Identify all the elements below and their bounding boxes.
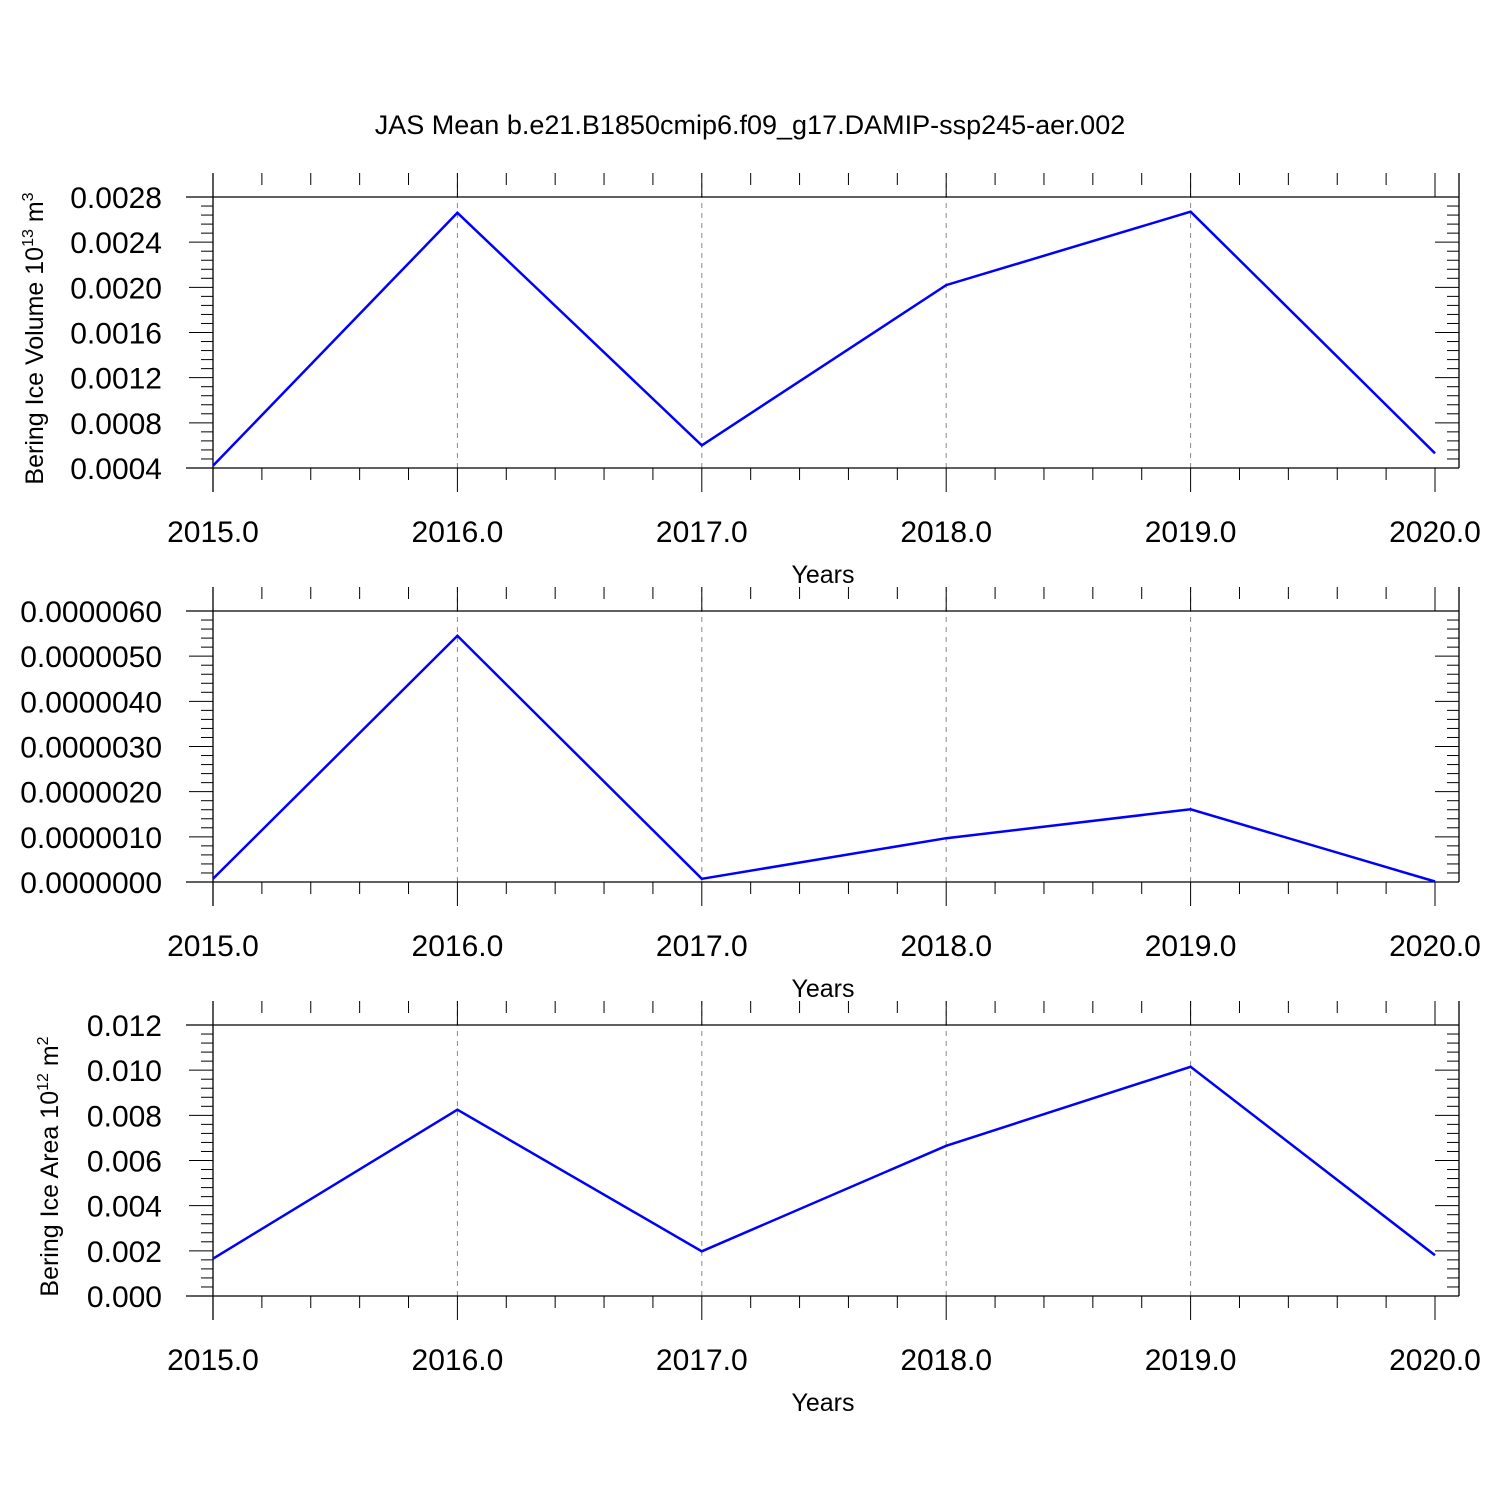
chart-panel-1: 2015.0 2016.0 2017.0 2018.0 2019.0 2020.0 0.00… — [20, 173, 1481, 589]
y-axis-label-superscript: 12 — [35, 1073, 52, 1091]
x-tick-label: 2016.0 — [412, 930, 504, 963]
y-tick-label: 0.0024 — [70, 227, 162, 260]
y-tick-label: 0.0000030 — [20, 732, 162, 765]
y-tick-label: 0.0016 — [70, 318, 162, 351]
x-tick-label: 2020.0 — [1389, 516, 1481, 549]
x-tick-label: 2019.0 — [1145, 516, 1237, 549]
y-tick-label: 0.010 — [87, 1055, 162, 1088]
x-tick-label: 2017.0 — [656, 516, 748, 549]
x-axis-label: Years — [791, 561, 854, 589]
y-axis-label-superscript: 2 — [35, 1036, 52, 1045]
x-axis-label: Years — [791, 975, 854, 1003]
y-tick-label: 0.0008 — [70, 408, 162, 441]
y-tick-label: 0.004 — [87, 1191, 162, 1224]
x-tick-label: 2020.0 — [1389, 1344, 1481, 1377]
y-tick-label: 0.0028 — [70, 182, 162, 215]
x-tick-label: 2019.0 — [1145, 1344, 1237, 1377]
y-axis-label-superscript: 3 — [20, 192, 37, 201]
x-tick-label: 2018.0 — [900, 1344, 992, 1377]
series-line — [212, 634, 1436, 883]
y-tick-label: 0.002 — [87, 1236, 162, 1269]
x-tick-label: 2015.0 — [167, 930, 259, 963]
y-tick-label: 0.0004 — [70, 453, 162, 486]
x-tick-label: 2018.0 — [900, 930, 992, 963]
y-axis-label-part: m — [36, 1045, 64, 1073]
y-tick-label: 0.006 — [87, 1146, 162, 1179]
y-tick-label: 0.0000020 — [20, 777, 162, 810]
y-tick-label: 0.0000060 — [20, 596, 162, 629]
x-tick-label: 2015.0 — [167, 516, 259, 549]
x-tick-label: 2017.0 — [656, 1344, 748, 1377]
x-tick-label: 2019.0 — [1145, 930, 1237, 963]
y-tick-label: 0.0000010 — [20, 822, 162, 855]
figure-title: JAS Mean b.e21.B1850cmip6.f09_g17.DAMIP-… — [375, 110, 1125, 140]
y-axis-label: Bering Ice Volume 1013 m3 — [20, 192, 49, 484]
x-tick-label: 2020.0 — [1389, 930, 1481, 963]
y-tick-label: 0.0020 — [70, 272, 162, 305]
y-tick-label: 0.0000000 — [20, 867, 162, 900]
x-tick-label: 2016.0 — [412, 516, 504, 549]
x-tick-label: 2018.0 — [900, 516, 992, 549]
x-axis-label: Years — [791, 1389, 854, 1417]
y-axis-label-superscript: 13 — [20, 229, 37, 247]
y-tick-label: 0.000 — [87, 1281, 162, 1314]
x-tick-label: 2017.0 — [656, 930, 748, 963]
chart-panel-2: 2015.0 2016.0 2017.0 2018.0 2019.0 2020.0 0.00… — [20, 587, 1481, 1003]
y-tick-label: 0.0000050 — [20, 641, 162, 674]
y-axis-label: Bering Ice Area 1012 m2 — [35, 1036, 64, 1296]
chart-panel-3: 2015.0 2016.0 2017.0 2018.0 2019.0 2020.0 0.00… — [35, 1001, 1481, 1417]
y-tick-label: 0.008 — [87, 1100, 162, 1133]
x-tick-label: 2015.0 — [167, 1344, 259, 1377]
series-line — [212, 1065, 1436, 1260]
y-tick-label: 0.012 — [87, 1010, 162, 1043]
y-axis-label-part: Bering Ice Area 10 — [36, 1091, 64, 1297]
series-line — [212, 210, 1436, 467]
panels: 2015.0 2016.0 2017.0 2018.0 2019.0 2020.0 0.00… — [20, 173, 1481, 1417]
x-tick-label: 2016.0 — [412, 1344, 504, 1377]
y-axis-label-part: Bering Ice Volume 10 — [21, 247, 49, 485]
y-axis-label-part: m — [21, 201, 49, 229]
y-tick-label: 0.0012 — [70, 363, 162, 396]
y-tick-label: 0.0000040 — [20, 686, 162, 719]
